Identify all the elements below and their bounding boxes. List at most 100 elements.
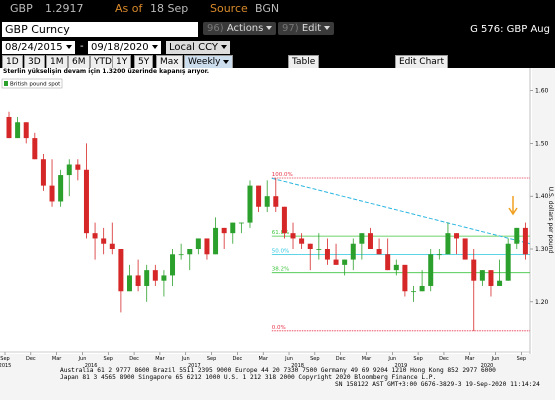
currency-text: Local CCY xyxy=(169,42,218,53)
security-input[interactable]: GBP Curncy xyxy=(2,22,198,37)
period-button[interactable]: 6M xyxy=(68,55,90,69)
candle-body xyxy=(256,185,262,207)
year-label: 2017 xyxy=(188,363,201,369)
x-tick-label: Dec xyxy=(439,356,449,362)
period-button[interactable]: 3D xyxy=(24,55,45,69)
period-button[interactable]: 1D xyxy=(2,55,23,69)
price: 1.2917 xyxy=(45,2,84,15)
end-date[interactable]: 09/18/2020 xyxy=(88,41,161,54)
candle-body xyxy=(23,122,29,139)
candle-body xyxy=(170,254,176,276)
candle-body xyxy=(83,169,89,234)
candle-body xyxy=(49,185,55,202)
x-tick-label: Mar xyxy=(362,356,372,362)
candle-body xyxy=(454,233,460,239)
fib-label: 38.2% xyxy=(272,267,289,273)
x-tick-label: Dec xyxy=(233,356,243,362)
candle-body xyxy=(376,249,382,255)
x-tick-label: Jun xyxy=(491,356,500,362)
actions-num: 96) xyxy=(207,23,224,34)
year-label: 2016 xyxy=(85,363,98,369)
edit-chart-button[interactable]: Edit Chart xyxy=(395,55,449,69)
candle-body xyxy=(462,238,468,260)
candle-body xyxy=(230,222,236,234)
candle-body xyxy=(350,243,356,260)
candle-body xyxy=(15,122,21,139)
fib-label: 0.0% xyxy=(272,325,286,331)
candle-body xyxy=(281,206,287,234)
actions-menu[interactable]: 96) Actions xyxy=(203,22,277,35)
candle-body xyxy=(58,175,64,202)
candle-body xyxy=(385,254,391,271)
subtitle: Sterlin yükselişin devam için 1.3200 üze… xyxy=(3,68,209,75)
candle-body xyxy=(367,233,373,250)
candle-body xyxy=(514,227,520,244)
legend-label: British pound spot xyxy=(10,82,61,88)
source-label: Source xyxy=(210,2,248,15)
start: 08/24/2015 xyxy=(5,42,63,53)
x-tick-label: Jun xyxy=(78,356,87,362)
candle-body xyxy=(152,270,158,281)
year-label: 2015 xyxy=(0,363,11,369)
x-tick-label: Mar xyxy=(258,356,268,362)
period-button[interactable]: Max xyxy=(156,55,183,69)
candle-body xyxy=(40,159,46,186)
footer-line: Australia 61 2 9777 8600 Brazil 5511 239… xyxy=(60,367,496,374)
candle-body xyxy=(178,254,184,256)
period-button[interactable]: 5Y xyxy=(134,55,154,69)
start-date[interactable]: 08/24/2015 xyxy=(2,41,75,54)
candle-body xyxy=(213,227,219,255)
candle-body xyxy=(522,227,528,255)
candle-body xyxy=(118,249,124,292)
candle-body xyxy=(161,275,167,281)
end: 09/18/2020 xyxy=(91,42,149,53)
plot: 1.20 1.30 1.40 1.50 1.60 Sep Dec Mar Jun Sep Dec Ma… xyxy=(0,68,549,369)
period-button[interactable]: 1Y xyxy=(112,55,132,69)
year-label: 2018 xyxy=(291,363,304,369)
x-tick-label: Sep xyxy=(310,356,319,362)
x-tick-label: Sep xyxy=(0,356,9,362)
candle-body xyxy=(505,243,511,281)
page-title: G 576: GBP Aug xyxy=(470,24,550,35)
candle-body xyxy=(32,138,38,160)
candle-body xyxy=(299,238,305,244)
annotation-arrow xyxy=(508,196,518,216)
frequency[interactable]: Weekly xyxy=(184,55,234,69)
x-tick-label: Dec xyxy=(129,356,139,362)
x-tick-label: Jun xyxy=(181,356,190,362)
table-button[interactable]: Table xyxy=(288,55,320,69)
candle-body xyxy=(316,249,322,250)
as-of: 18 Sep xyxy=(150,2,189,15)
candle-body xyxy=(324,249,330,260)
footer-line: Japan 81 3 4565 8900 Singapore 65 6212 1… xyxy=(60,374,437,381)
candle-body xyxy=(333,259,339,265)
candle-body xyxy=(135,275,141,286)
x-tick-label: Sep xyxy=(413,356,422,362)
period-button[interactable]: 1M xyxy=(46,55,68,69)
x-tick-label: Jun xyxy=(387,356,396,362)
candle-body xyxy=(307,243,313,250)
candle-body xyxy=(204,238,210,255)
x-tick-label: Jun xyxy=(284,356,293,362)
candle-body xyxy=(359,233,365,244)
x-tick-label: Dec xyxy=(336,356,346,362)
legend-swatch xyxy=(4,81,8,86)
y-tick-label: 1.20 xyxy=(535,299,549,306)
x-tick-label: Sep xyxy=(517,356,526,362)
y-tick-label: 1.50 xyxy=(535,140,549,147)
candle-body xyxy=(273,196,279,207)
trendline xyxy=(271,177,531,245)
candle-body xyxy=(66,164,72,176)
edit-menu[interactable]: 97) Edit xyxy=(278,22,335,35)
y-tick-label: 1.30 xyxy=(535,246,549,253)
candle-body xyxy=(264,196,270,207)
ticker: GBP xyxy=(10,2,33,15)
quote-bar: GBP 1.2917 As of 18 Sep Source BGN xyxy=(0,0,555,18)
candle-body xyxy=(6,116,12,139)
candle-body xyxy=(411,291,417,293)
currency[interactable]: Local CCY xyxy=(166,41,230,54)
candle-body xyxy=(238,222,244,224)
year-label: 2019 xyxy=(395,363,408,369)
